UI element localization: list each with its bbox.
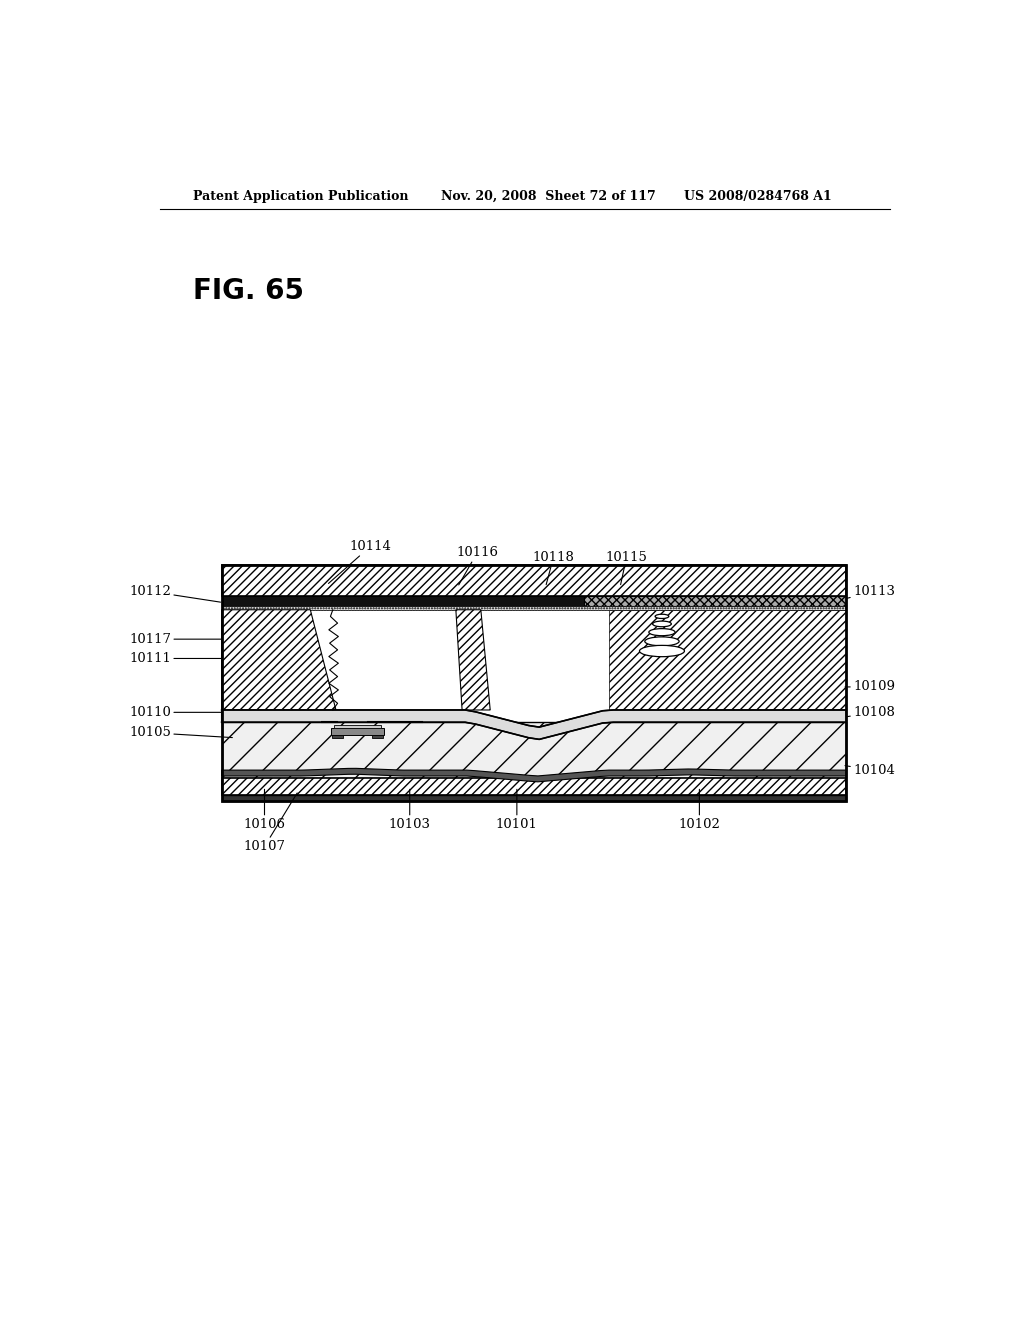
- Bar: [221, 606, 846, 610]
- Ellipse shape: [655, 614, 669, 619]
- Text: FIG. 65: FIG. 65: [194, 276, 304, 305]
- Text: 10109: 10109: [845, 680, 895, 693]
- Text: 10105: 10105: [129, 726, 232, 739]
- Text: 10106: 10106: [244, 789, 286, 830]
- Ellipse shape: [649, 628, 675, 636]
- Bar: [334, 725, 381, 729]
- Polygon shape: [221, 768, 846, 781]
- Text: 10101: 10101: [496, 789, 538, 830]
- Bar: [221, 595, 584, 606]
- Text: 10114: 10114: [329, 540, 391, 583]
- Bar: [331, 729, 384, 735]
- Bar: [336, 610, 462, 710]
- Text: 10104: 10104: [845, 764, 895, 776]
- Text: 10107: 10107: [244, 793, 297, 853]
- Text: Patent Application Publication: Patent Application Publication: [194, 190, 409, 202]
- Bar: [332, 735, 343, 738]
- Bar: [221, 795, 846, 801]
- Bar: [490, 610, 609, 710]
- Text: 10115: 10115: [605, 552, 647, 585]
- Polygon shape: [456, 610, 490, 710]
- Bar: [221, 722, 846, 779]
- Text: US 2008/0284768 A1: US 2008/0284768 A1: [684, 190, 831, 202]
- Text: 10117: 10117: [129, 632, 248, 645]
- Polygon shape: [609, 610, 846, 710]
- Ellipse shape: [652, 622, 672, 627]
- Bar: [584, 595, 846, 606]
- Text: 10108: 10108: [845, 706, 895, 719]
- Bar: [221, 779, 846, 795]
- Text: 10116: 10116: [456, 546, 499, 585]
- Text: 10110: 10110: [129, 706, 232, 719]
- Text: 10113: 10113: [845, 585, 895, 599]
- Bar: [372, 735, 383, 738]
- Text: 10112: 10112: [129, 585, 220, 602]
- Polygon shape: [221, 610, 336, 710]
- Ellipse shape: [639, 645, 684, 656]
- Polygon shape: [221, 710, 846, 739]
- Bar: [221, 610, 846, 710]
- Text: 10102: 10102: [679, 789, 720, 830]
- Bar: [221, 565, 846, 595]
- Text: 10103: 10103: [389, 789, 431, 830]
- Text: 10118: 10118: [532, 552, 574, 585]
- Bar: [221, 565, 846, 801]
- Text: Nov. 20, 2008  Sheet 72 of 117: Nov. 20, 2008 Sheet 72 of 117: [441, 190, 656, 202]
- Ellipse shape: [645, 636, 679, 645]
- Text: 10111: 10111: [129, 652, 239, 665]
